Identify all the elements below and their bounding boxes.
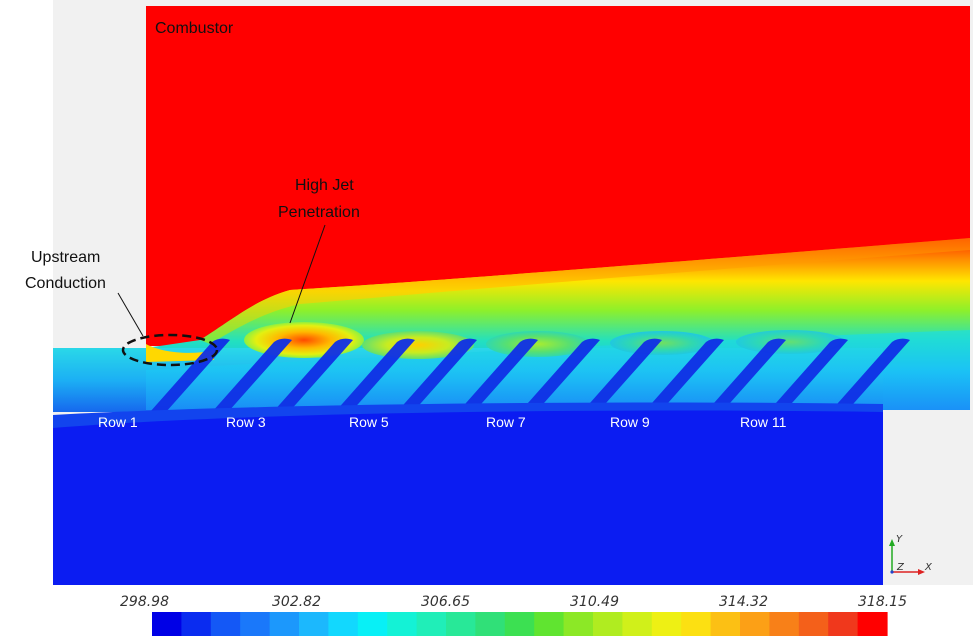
colorbar-swatch [299, 612, 329, 636]
coolant-jet [150, 338, 230, 412]
upstream-highlight-ellipse [121, 333, 219, 367]
coolant-jet [458, 338, 538, 412]
row-label: Row 11 [740, 414, 787, 430]
colorbar-swatch [387, 612, 418, 636]
coolant-jet [706, 338, 786, 412]
coolant-jet [397, 338, 477, 412]
coolant-jet [768, 338, 848, 412]
high-jet-label-line2: Penetration [278, 204, 360, 221]
colorbar-ticks: 298.98 302.82 306.65 310.49 314.32 318.1… [120, 594, 907, 610]
high-jet-pointer-line [289, 224, 326, 324]
colorbar [152, 612, 888, 636]
colorbar-swatch [798, 612, 829, 636]
coolant-jets [150, 338, 910, 412]
row-label: Row 9 [610, 414, 650, 430]
colorbar-swatch [651, 612, 682, 636]
y-axis-label: Y [896, 534, 903, 545]
colorbar-swatch [828, 612, 859, 636]
colorbar-swatch [857, 612, 888, 636]
colorbar-swatch [504, 612, 535, 636]
x-axis-label: X [924, 562, 933, 573]
row-label: Row 7 [486, 414, 526, 430]
colorbar-swatch [740, 612, 770, 636]
upstream-corner [146, 344, 214, 362]
coolant-plenum [53, 408, 883, 585]
hot-pocket-row6 [486, 331, 590, 357]
z-axis-origin-icon [890, 570, 894, 574]
colorbar-swatch [416, 612, 447, 636]
axis-triad: Y X Z [889, 534, 933, 575]
coolant-jet [335, 338, 415, 412]
colorbar-swatch [152, 612, 182, 636]
coolant-jet [582, 338, 662, 412]
colorbar-tick: 298.98 [120, 594, 169, 610]
hot-pocket-row8 [610, 331, 714, 355]
colorbar-swatch [769, 612, 800, 636]
colorbar-swatch [269, 612, 300, 636]
row-label: Row 5 [349, 414, 389, 430]
film-edge-layer [200, 238, 970, 344]
colorbar-swatch [181, 612, 212, 636]
row-label: Row 3 [226, 414, 266, 430]
row-label: Row 1 [98, 414, 138, 430]
colorbar-swatch [357, 612, 388, 636]
z-axis-label: Z [896, 562, 905, 573]
y-axis-arrowhead-icon [889, 539, 895, 546]
colorbar-swatch [210, 612, 241, 636]
colorbar-swatch [446, 612, 476, 636]
plenum-edge [53, 402, 883, 428]
row-labels: Row 1 Row 3 Row 5 Row 7 Row 9 Row 11 [98, 414, 787, 430]
coolant-jet [520, 338, 600, 412]
high-jet-label-line1: High Jet [295, 177, 354, 194]
colorbar-swatch [240, 612, 271, 636]
upstream-pointer-line [117, 292, 144, 337]
colorbar-swatch [563, 612, 594, 636]
colorbar-tick: 314.32 [719, 594, 768, 610]
coolant-jet [273, 338, 353, 412]
coolant-jet [830, 338, 910, 412]
colorbar-swatch [475, 612, 506, 636]
x-axis-arrowhead-icon [918, 569, 925, 575]
upstream-label-line1: Upstream [31, 249, 100, 266]
colorbar-swatch [593, 612, 623, 636]
colorbar-tick: 310.49 [570, 594, 619, 610]
colorbar-swatch [622, 612, 653, 636]
colorbar-swatch [710, 612, 741, 636]
coolant-jet [212, 338, 292, 412]
coolant-jet [644, 338, 724, 412]
colorbar-swatch [681, 612, 712, 636]
upstream-label-line2: Conduction [25, 275, 106, 292]
colorbar-swatch [328, 612, 359, 636]
combustor-label: Combustor [155, 20, 234, 37]
colorbar-tick: 302.82 [272, 594, 321, 610]
colorbar-tick: 318.15 [858, 594, 907, 610]
colorbar-tick: 306.65 [421, 594, 470, 610]
colorbar-swatch [534, 612, 565, 636]
